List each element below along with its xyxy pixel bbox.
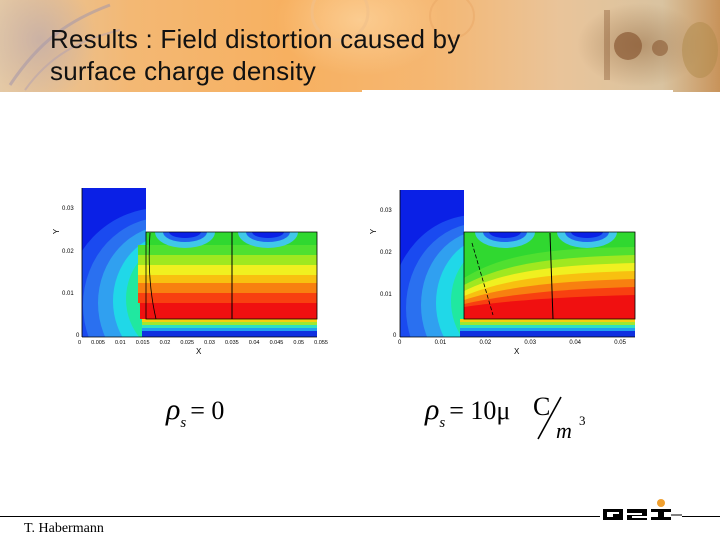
equation-left: ρs = 0 <box>166 393 225 431</box>
banner-cutout <box>362 90 673 94</box>
y-tick-001: 0.01 <box>62 291 74 297</box>
y-axis-label: Y <box>52 228 62 235</box>
x-tick: 0.01 <box>114 340 126 346</box>
x-tick: 0.03 <box>524 340 537 346</box>
y-tick-002: 0.02 <box>380 250 392 256</box>
y-tick-003: 0.03 <box>380 208 392 214</box>
x-tick: 0.005 <box>91 340 105 346</box>
header-banner <box>0 0 720 92</box>
equation-value: = 0 <box>190 396 225 425</box>
title-line-1: Results : Field distortion caused by <box>50 24 461 54</box>
x-tick: 0.05 <box>293 340 305 346</box>
x-axis-label: X <box>514 347 520 356</box>
x-tick: 0.045 <box>269 340 284 346</box>
x-tick: 0.02 <box>479 340 492 346</box>
x-tick: 0 <box>398 340 402 346</box>
rho-subscript: s <box>439 415 446 431</box>
contour-plot-left: Y 0.03 0.02 0.01 0 0 0.005 0.01 0.015 0.… <box>50 183 340 361</box>
equation-right: ρs = 10μ <box>425 393 511 431</box>
footer-divider <box>0 516 720 517</box>
x-tick: 0.05 <box>614 340 626 346</box>
contour-plot-right: Y 0.03 0.02 0.01 0 0 0.01 0.02 0.03 0.04… <box>365 183 655 361</box>
rho-symbol: ρ <box>425 393 440 426</box>
x-tick: 0.04 <box>248 340 260 346</box>
y-tick-002: 0.02 <box>62 249 74 255</box>
x-tick: 0.015 <box>135 340 150 346</box>
x-tick: 0.03 <box>204 340 215 346</box>
fraction-slash <box>537 396 562 440</box>
x-tick: 0.01 <box>434 340 447 346</box>
gsi-logo <box>600 497 682 527</box>
x-axis-label: X <box>196 347 202 356</box>
slide-title: Results : Field distortion caused by sur… <box>50 23 610 87</box>
x-ticks: 0 0.01 0.02 0.03 0.04 0.05 <box>398 340 626 346</box>
y-axis-label: Y <box>369 228 379 235</box>
x-tick: 0 <box>78 340 82 346</box>
y-tick-003: 0.03 <box>62 206 74 212</box>
equation-value: = 10μ <box>449 396 511 425</box>
x-tick: 0.04 <box>569 340 582 346</box>
y-tick-0: 0 <box>76 333 80 339</box>
fraction-exponent: 3 <box>579 413 586 428</box>
y-tick-0: 0 <box>393 333 397 339</box>
banner-decoration <box>8 0 718 91</box>
fraction-denominator: m <box>556 418 572 443</box>
title-line-2: surface charge density <box>50 56 316 86</box>
author-name: T. Habermann <box>24 521 104 536</box>
y-tick-001: 0.01 <box>380 292 392 298</box>
x-tick: 0.035 <box>224 340 239 346</box>
fraction-numerator: C <box>533 392 551 421</box>
x-tick: 0.02 <box>159 340 171 346</box>
rho-subscript: s <box>180 415 187 431</box>
x-ticks: 0 0.005 0.01 0.015 0.02 0.025 0.03 0.035… <box>78 340 328 346</box>
x-tick: 0.055 <box>314 340 328 346</box>
x-tick: 0.025 <box>180 340 195 346</box>
rho-symbol: ρ <box>166 393 181 426</box>
